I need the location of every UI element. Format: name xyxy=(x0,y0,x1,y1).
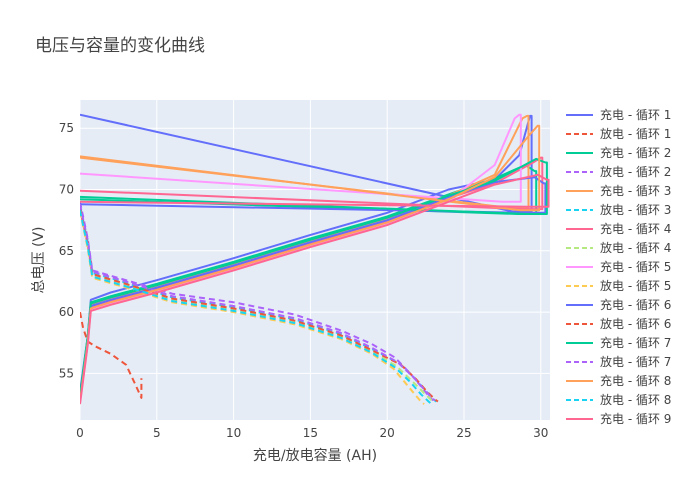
legend-label: 充电 - 循环 7 xyxy=(600,335,671,350)
plot-area xyxy=(80,100,550,420)
legend-item[interactable]: 放电 - 循环 5 xyxy=(566,278,671,293)
legend-label: 放电 - 循环 5 xyxy=(600,278,671,293)
series-line-14 xyxy=(80,203,436,402)
y-tick-label: 70 xyxy=(59,183,74,197)
legend-label: 充电 - 循环 2 xyxy=(600,145,671,160)
legend-item[interactable]: 充电 - 循环 2 xyxy=(566,145,671,160)
series-line-17 xyxy=(80,173,550,405)
series-line-9 xyxy=(80,113,522,403)
series-line-11 xyxy=(80,176,547,400)
x-tick-label: 15 xyxy=(303,426,318,440)
legend-item[interactable]: 充电 - 循环 5 xyxy=(566,259,671,274)
series-line-2 xyxy=(80,311,143,399)
legend-item[interactable]: 放电 - 循环 1 xyxy=(566,126,671,141)
legend-label: 放电 - 循环 7 xyxy=(600,354,671,369)
legend-label: 放电 - 循环 2 xyxy=(600,164,671,179)
legend-label: 充电 - 循环 9 xyxy=(600,411,671,426)
legend-item[interactable]: 充电 - 循环 1 xyxy=(566,107,671,122)
legend-item[interactable]: 充电 - 循环 9 xyxy=(566,411,671,426)
y-tick-label: 65 xyxy=(59,244,74,258)
legend-item[interactable]: 放电 - 循环 7 xyxy=(566,354,671,369)
y-tick-label: 75 xyxy=(59,121,74,135)
legend-label: 充电 - 循环 8 xyxy=(600,373,671,388)
x-tick-label: 30 xyxy=(533,426,548,440)
series-layer xyxy=(80,113,550,405)
legend-item[interactable]: 充电 - 循环 8 xyxy=(566,373,671,388)
legend-item[interactable]: 充电 - 循环 6 xyxy=(566,297,671,312)
series-line-16 xyxy=(80,210,433,405)
y-axis-title: 总电压 (V) xyxy=(31,227,47,294)
x-tick-label: 5 xyxy=(153,426,161,440)
grid-lines xyxy=(79,100,550,420)
y-tick-label: 60 xyxy=(59,305,74,319)
legend-label: 充电 - 循环 6 xyxy=(600,297,671,312)
series-line-15 xyxy=(80,124,541,402)
legend-label: 放电 - 循环 6 xyxy=(600,316,671,331)
x-tick-label: 0 xyxy=(76,426,84,440)
legend-label: 充电 - 循环 3 xyxy=(600,183,671,198)
legend-label: 放电 - 循环 3 xyxy=(600,202,671,217)
legend-item[interactable]: 放电 - 循环 3 xyxy=(566,202,671,217)
legend-item[interactable]: 放电 - 循环 2 xyxy=(566,164,671,179)
legend-label: 放电 - 循环 4 xyxy=(600,240,671,255)
legend-item[interactable]: 充电 - 循环 3 xyxy=(566,183,671,198)
x-tick-label: 25 xyxy=(456,426,471,440)
legend-label: 放电 - 循环 8 xyxy=(600,392,671,407)
series-line-8 xyxy=(80,208,436,404)
legend-item[interactable]: 放电 - 循环 4 xyxy=(566,240,671,255)
legend-label: 放电 - 循环 1 xyxy=(600,126,671,141)
legend-item[interactable]: 放电 - 循环 6 xyxy=(566,316,671,331)
legend-label: 充电 - 循环 5 xyxy=(600,259,671,274)
series-line-13 xyxy=(80,157,548,397)
y-tick-label: 55 xyxy=(59,366,74,380)
legend-item[interactable]: 放电 - 循环 8 xyxy=(566,392,671,407)
x-tick-labels: 0 5 10 15 20 25 30 xyxy=(76,426,548,440)
legend-label: 充电 - 循环 4 xyxy=(600,221,671,236)
chart-title: 电压与容量的变化曲线 xyxy=(35,36,205,56)
legend-item[interactable]: 充电 - 循环 7 xyxy=(566,335,671,350)
series-line-4 xyxy=(80,201,434,402)
legend-label: 充电 - 循环 1 xyxy=(600,107,671,122)
legend-item[interactable]: 充电 - 循环 4 xyxy=(566,221,671,236)
y-tick-labels: 55 60 65 70 75 xyxy=(59,121,74,380)
x-axis-title: 充电/放电容量 (AH) xyxy=(253,447,377,464)
x-tick-label: 10 xyxy=(226,426,241,440)
x-tick-label: 20 xyxy=(380,426,395,440)
series-line-10 xyxy=(80,211,425,405)
legend[interactable]: 充电 - 循环 1 放电 - 循环 1 充电 - 循环 2 放电 - 循环 2 充电 -… xyxy=(566,107,671,426)
